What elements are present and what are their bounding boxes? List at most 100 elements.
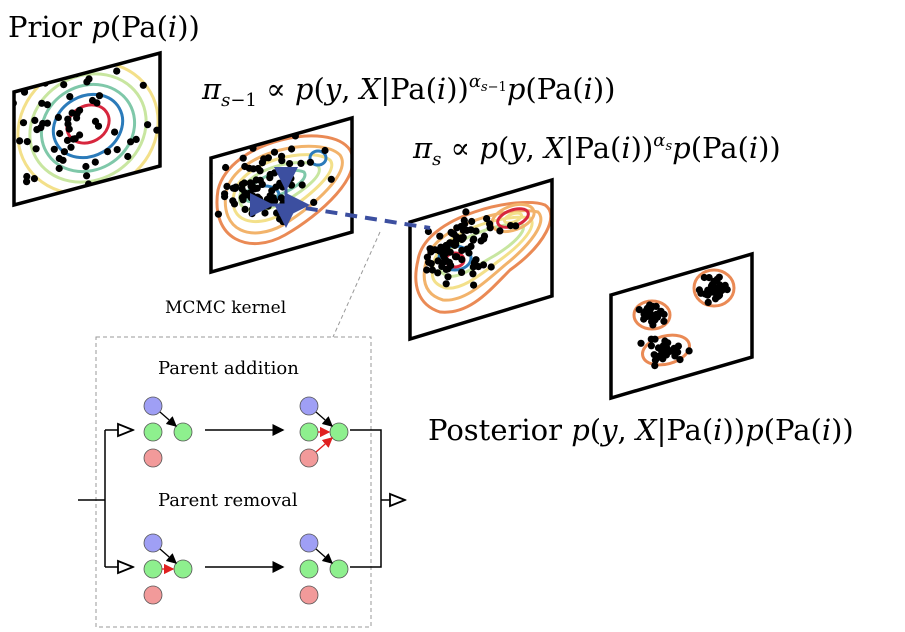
transition-arrow [250,167,431,230]
sample-dot [104,148,112,156]
sample-dot [256,176,264,184]
mcmc-kernel-label: MCMC kernel [165,298,286,318]
sample-dot [238,185,246,193]
sample-dot [458,268,466,276]
sample-dot [298,181,306,189]
pi-prev-frame [209,115,354,275]
sample-dot [424,227,432,236]
sample-dot [82,162,90,171]
sample-dot [144,185,152,193]
sample-dot [0,70,2,77]
sample-dot [67,143,75,151]
pi-s-samples [423,208,520,289]
pi-s-panel [414,201,552,314]
sample-dot [271,197,279,205]
sample-dot [460,216,468,224]
sample-dot [443,244,451,252]
prior-panel [0,57,160,196]
sample-dot [23,172,31,181]
graph-edge [159,411,177,427]
sample-dot [661,337,669,345]
sample-dot [214,210,222,218]
sample-dot [660,317,668,325]
sample-dot [635,306,643,314]
sample-dot [85,75,93,83]
sample-dot [671,347,679,355]
sample-dot [277,194,285,202]
sample-dot [306,158,314,166]
sample-dot [637,339,645,347]
sample-dot [663,344,671,352]
sample-dot [264,154,272,162]
posterior-panel [632,268,736,370]
sample-dot [253,184,261,192]
kernel-connector [332,231,381,338]
sample-dot [229,184,237,192]
sample-dot [241,205,249,213]
sample-dot [249,165,257,173]
sample-dot [714,289,723,298]
sample-dot [239,154,247,162]
sample-dot [423,266,431,274]
sample-dot [647,335,655,343]
sample-dot [278,152,286,160]
sample-dot [31,116,39,124]
sample-dot [436,232,444,240]
posterior-samples [635,273,731,370]
graph-node [143,448,163,468]
parent-removal-label: Parent removal [158,490,298,511]
graph-node [143,533,163,553]
sample-dot [283,174,291,183]
sample-dot [472,227,480,235]
sample-dot [222,163,230,172]
sample-dot [221,190,229,198]
sample-dot [65,125,73,133]
sample-dot [54,113,63,121]
sample-dot [474,263,482,271]
sample-dot [83,172,91,180]
sample-dot [68,65,76,73]
sample-dot [654,354,662,362]
sample-dot [45,73,53,81]
sample-dot [91,158,99,166]
sample-dot [452,238,460,246]
sample-dot [63,136,72,144]
graph-node [299,448,319,468]
sample-dot [113,67,121,75]
sample-dot [480,232,489,240]
sample-dot [258,159,266,167]
sample-dot [297,159,305,167]
sample-dot [268,187,276,195]
sample-dot [437,243,445,251]
sample-dot [496,227,504,235]
sample-dot [711,295,720,303]
sample-dot [327,175,335,183]
sample-dot [93,99,101,107]
sample-dot [468,217,476,226]
sample-dot [662,351,671,359]
graph-node [299,396,319,416]
sample-dot [434,269,442,277]
sample-dot [23,138,31,146]
sample-dot [43,101,52,109]
sample-dot [95,92,104,100]
sample-dot [223,182,231,190]
sample-dot [507,222,515,230]
sample-dot [243,191,251,199]
sample-dot [453,224,461,232]
sample-dot [249,205,257,213]
graph-node [143,585,163,605]
pi-prev-panel [211,132,352,245]
sample-dot [111,128,119,136]
sample-dot [239,196,247,204]
graph-edge [159,548,177,564]
sample-dot [263,195,271,203]
sample-dot [276,215,284,223]
sample-dot [647,342,656,350]
sample-dot [487,263,495,271]
mcmc-kernel-box [95,336,372,628]
sample-dot [240,179,248,187]
sample-dot [37,69,45,78]
sample-dot [127,138,135,146]
